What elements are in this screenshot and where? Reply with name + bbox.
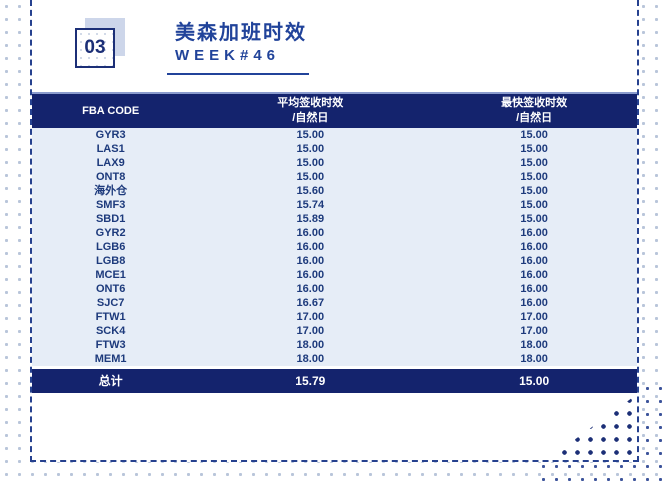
cell-fba-code: ONT8 (95, 171, 126, 183)
table-row: MCE1 16.00 16.00 (32, 268, 637, 282)
cell-average-days: 15.00 (296, 171, 325, 183)
cell-fastest-days: 16.00 (520, 241, 548, 253)
cell-average-days: 16.00 (296, 269, 325, 281)
total-fastest-value: 15.00 (519, 374, 550, 388)
cell-fastest-days: 15.00 (520, 129, 548, 141)
cell-fastest-days: 17.00 (520, 325, 548, 337)
table-row: MEM1 18.00 18.00 (32, 352, 637, 366)
column-header-fastest-days: 最快签收时效 /自然日 (431, 96, 637, 126)
cell-fba-code: ONT6 (95, 283, 126, 295)
cell-average-days: 17.00 (296, 311, 325, 323)
table-row: LGB6 16.00 16.00 (32, 240, 637, 254)
table-row: FTW1 17.00 17.00 (32, 310, 637, 324)
section-number: 03 (84, 37, 106, 58)
cell-fastest-days: 16.00 (520, 283, 548, 295)
total-average-value: 15.79 (295, 374, 326, 388)
cell-fastest-days: 16.00 (520, 255, 548, 267)
column-header-line2: /自然日 (516, 112, 553, 124)
cell-fba-code: LAX9 (96, 157, 125, 169)
cell-fba-code: 海外仓 (94, 185, 128, 197)
table-row: SCK4 17.00 17.00 (32, 324, 637, 338)
table-row: LAX9 15.00 15.00 (32, 156, 637, 170)
week-label: WEEK#46 (175, 47, 281, 64)
column-header-average-days: 平均签收时效 /自然日 (189, 96, 431, 126)
table-header-row: FBA CODE 平均签收时效 /自然日 最快签收时效 /自然日 (32, 92, 637, 128)
cell-average-days: 16.00 (296, 283, 325, 295)
cell-fastest-days: 16.00 (520, 269, 548, 281)
cell-fastest-days: 15.00 (520, 185, 548, 197)
column-header-line1: 平均签收时效 (277, 97, 344, 110)
cell-fba-code: LGB6 (95, 241, 126, 253)
cell-fba-code: LAS1 (96, 143, 125, 155)
cell-fastest-days: 16.00 (520, 297, 548, 309)
table-row: GYR3 15.00 15.00 (32, 128, 637, 142)
table-row: SMF3 15.74 15.00 (32, 198, 637, 212)
cell-fastest-days: 15.00 (520, 171, 548, 183)
cell-average-days: 18.00 (296, 339, 325, 351)
cell-average-days: 16.00 (296, 227, 325, 239)
table-total-row: 总计 15.79 15.00 (32, 369, 637, 393)
cell-fastest-days: 18.00 (520, 353, 548, 365)
table-row: ONT6 16.00 16.00 (32, 282, 637, 296)
total-label: 总计 (98, 374, 123, 388)
cell-fastest-days: 15.00 (520, 143, 548, 155)
cell-average-days: 15.00 (296, 129, 325, 141)
report-card: 03 美森加班时效 WEEK#46 FBA CODE 平均签收时效 /自然日 最… (30, 0, 639, 462)
cell-average-days: 16.67 (296, 297, 325, 309)
cell-fba-code: FTW3 (95, 339, 126, 351)
table-row: SBD1 15.89 15.00 (32, 212, 637, 226)
table-row: 海外仓 15.60 15.00 (32, 184, 637, 198)
cell-average-days: 15.00 (296, 143, 325, 155)
cell-fba-code: SJC7 (96, 297, 125, 309)
cell-fba-code: SBD1 (95, 213, 126, 225)
delivery-time-table: FBA CODE 平均签收时效 /自然日 最快签收时效 /自然日 GYR3 15.… (32, 92, 637, 393)
cell-average-days: 15.74 (296, 199, 325, 211)
cell-fba-code: SMF3 (95, 199, 126, 211)
table-row: ONT8 15.00 15.00 (32, 170, 637, 184)
corner-dot-triangle (548, 395, 636, 459)
cell-average-days: 15.00 (296, 157, 325, 169)
cell-fastest-days: 18.00 (520, 339, 548, 351)
cell-fba-code: GYR2 (95, 227, 126, 239)
cell-fastest-days: 15.00 (520, 199, 548, 211)
table-row: SJC7 16.67 16.00 (32, 296, 637, 310)
cell-fba-code: MEM1 (94, 353, 127, 365)
column-header-fba-code: FBA CODE (82, 104, 140, 117)
cell-fba-code: FTW1 (95, 311, 126, 323)
cell-average-days: 15.60 (296, 185, 325, 197)
table-row: GYR2 16.00 16.00 (32, 226, 637, 240)
cell-fba-code: SCK4 (95, 325, 126, 337)
section-number-badge: 03 (75, 28, 115, 68)
cell-fba-code: LGB8 (95, 255, 126, 267)
page-title: 美森加班时效 (175, 22, 307, 44)
cell-fastest-days: 16.00 (520, 227, 548, 239)
cell-fastest-days: 17.00 (520, 311, 548, 323)
cell-fastest-days: 15.00 (520, 213, 548, 225)
column-header-line2: /自然日 (292, 112, 329, 124)
table-row: LGB8 16.00 16.00 (32, 254, 637, 268)
cell-average-days: 15.89 (296, 213, 325, 225)
table-row: LAS1 15.00 15.00 (32, 142, 637, 156)
cell-fba-code: MCE1 (95, 269, 126, 281)
table-body: GYR3 15.00 15.00 LAS1 15.00 15.00 LAX9 15.00 15.… (32, 128, 637, 366)
cell-average-days: 16.00 (296, 241, 325, 253)
title-underline (167, 73, 309, 75)
cell-fastest-days: 15.00 (520, 157, 548, 169)
cell-average-days: 16.00 (296, 255, 325, 267)
cell-average-days: 17.00 (296, 325, 325, 337)
column-header-line1: 最快签收时效 (501, 97, 568, 110)
table-row: FTW3 18.00 18.00 (32, 338, 637, 352)
cell-average-days: 18.00 (296, 353, 325, 365)
cell-fba-code: GYR3 (95, 129, 126, 141)
